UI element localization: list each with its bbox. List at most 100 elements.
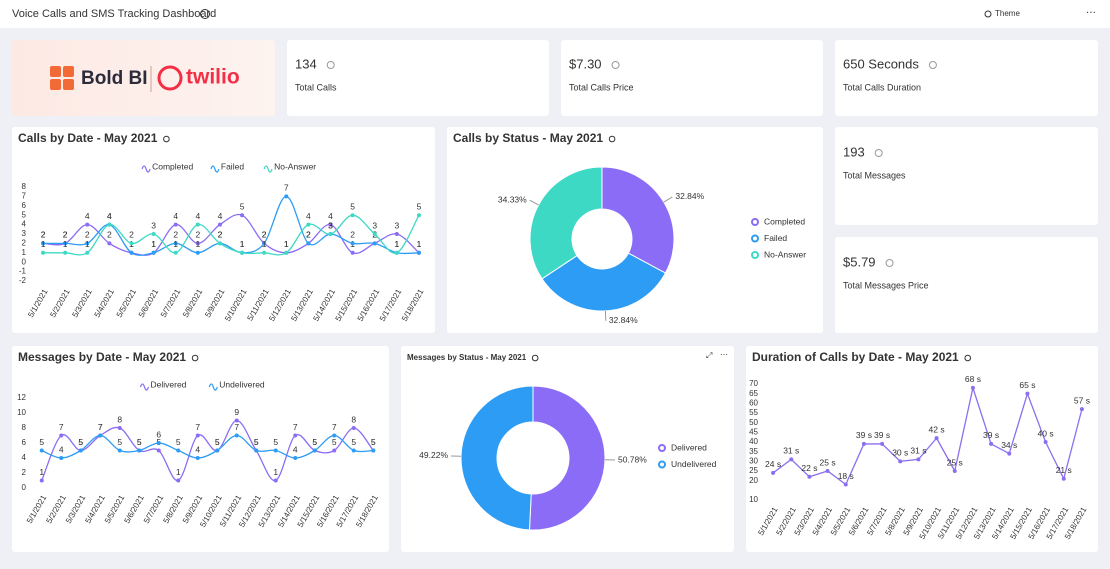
data-point[interactable]	[254, 449, 258, 453]
data-point[interactable]	[130, 251, 134, 255]
data-point[interactable]	[215, 449, 219, 453]
data-point[interactable]	[85, 251, 89, 255]
theme-button[interactable]: Theme	[995, 9, 1020, 18]
data-point[interactable]	[196, 434, 200, 438]
data-point[interactable]	[174, 251, 178, 255]
data-label: 1	[240, 239, 245, 249]
data-label: 4	[107, 211, 112, 221]
data-point[interactable]	[41, 251, 45, 255]
data-point[interactable]	[98, 434, 102, 438]
data-point[interactable]	[196, 251, 200, 255]
data-point[interactable]	[1025, 392, 1029, 396]
data-point[interactable]	[373, 241, 377, 245]
data-point[interactable]	[989, 442, 993, 446]
data-point[interactable]	[332, 434, 336, 438]
more-menu[interactable]: ⋯	[1086, 8, 1096, 19]
data-point[interactable]	[107, 241, 111, 245]
data-point[interactable]	[971, 386, 975, 390]
legend-label[interactable]: Undelivered	[671, 459, 717, 469]
data-point[interactable]	[196, 456, 200, 460]
data-point[interactable]	[789, 457, 793, 461]
data-label: 2	[218, 230, 223, 240]
data-point[interactable]	[352, 449, 356, 453]
data-point[interactable]	[218, 241, 222, 245]
legend-label[interactable]: Completed	[152, 161, 193, 171]
data-point[interactable]	[284, 194, 288, 198]
data-point[interactable]	[85, 223, 89, 227]
expand-icon[interactable]: ⤢	[705, 351, 712, 360]
data-point[interactable]	[771, 471, 775, 475]
data-point[interactable]	[157, 449, 161, 453]
data-point[interactable]	[844, 483, 848, 487]
legend-label[interactable]: Completed	[764, 216, 805, 226]
data-point[interactable]	[157, 441, 161, 445]
data-point[interactable]	[118, 426, 122, 430]
data-point[interactable]	[306, 223, 310, 227]
legend-label[interactable]: Failed	[221, 161, 244, 171]
legend-label[interactable]: Delivered	[671, 442, 707, 452]
data-point[interactable]	[196, 223, 200, 227]
data-point[interactable]	[118, 449, 122, 453]
boldbi-icon	[50, 66, 61, 77]
legend-label[interactable]: No-Answer	[764, 249, 806, 259]
data-point[interactable]	[176, 479, 180, 483]
legend-label[interactable]: Delivered	[151, 379, 187, 389]
data-point[interactable]	[262, 251, 266, 255]
data-point[interactable]	[130, 241, 134, 245]
data-point[interactable]	[329, 232, 333, 236]
data-point[interactable]	[274, 449, 278, 453]
data-point[interactable]	[417, 213, 421, 217]
data-point[interactable]	[40, 479, 44, 483]
data-point[interactable]	[898, 459, 902, 463]
data-point[interactable]	[240, 251, 244, 255]
data-point[interactable]	[293, 456, 297, 460]
data-point[interactable]	[152, 232, 156, 236]
data-label: 5	[351, 437, 356, 447]
data-point[interactable]	[1007, 452, 1011, 456]
data-point[interactable]	[1044, 440, 1048, 444]
data-point[interactable]	[306, 241, 310, 245]
data-point[interactable]	[176, 449, 180, 453]
data-point[interactable]	[1080, 407, 1084, 411]
data-point[interactable]	[40, 449, 44, 453]
legend-label[interactable]: Failed	[764, 233, 787, 243]
legend-label[interactable]: No-Answer	[274, 161, 316, 171]
data-point[interactable]	[953, 469, 957, 473]
data-point[interactable]	[137, 449, 141, 453]
data-point[interactable]	[935, 436, 939, 440]
data-point[interactable]	[880, 442, 884, 446]
y-tick-label: 6	[22, 201, 27, 210]
data-point[interactable]	[63, 251, 67, 255]
data-point[interactable]	[826, 469, 830, 473]
data-point[interactable]	[373, 232, 377, 236]
data-point[interactable]	[807, 475, 811, 479]
data-point[interactable]	[1062, 477, 1066, 481]
data-point[interactable]	[284, 251, 288, 255]
data-point[interactable]	[274, 479, 278, 483]
legend-label[interactable]: Undelivered	[219, 379, 265, 389]
data-label: 1	[195, 239, 200, 249]
data-point[interactable]	[916, 457, 920, 461]
data-point[interactable]	[371, 449, 375, 453]
data-point[interactable]	[152, 251, 156, 255]
data-point[interactable]	[293, 434, 297, 438]
data-point[interactable]	[240, 213, 244, 217]
data-point[interactable]	[313, 449, 317, 453]
data-point[interactable]	[395, 251, 399, 255]
data-point[interactable]	[174, 223, 178, 227]
data-point[interactable]	[59, 456, 63, 460]
data-point[interactable]	[352, 426, 356, 430]
data-point[interactable]	[351, 241, 355, 245]
data-point[interactable]	[79, 449, 83, 453]
more-menu[interactable]: ⋯	[720, 350, 728, 359]
data-point[interactable]	[395, 232, 399, 236]
data-point[interactable]	[417, 251, 421, 255]
data-point[interactable]	[351, 251, 355, 255]
data-point[interactable]	[332, 449, 336, 453]
data-point[interactable]	[218, 223, 222, 227]
data-point[interactable]	[235, 434, 239, 438]
data-point[interactable]	[107, 223, 111, 227]
data-point[interactable]	[59, 434, 63, 438]
data-point[interactable]	[351, 213, 355, 217]
data-point[interactable]	[862, 442, 866, 446]
